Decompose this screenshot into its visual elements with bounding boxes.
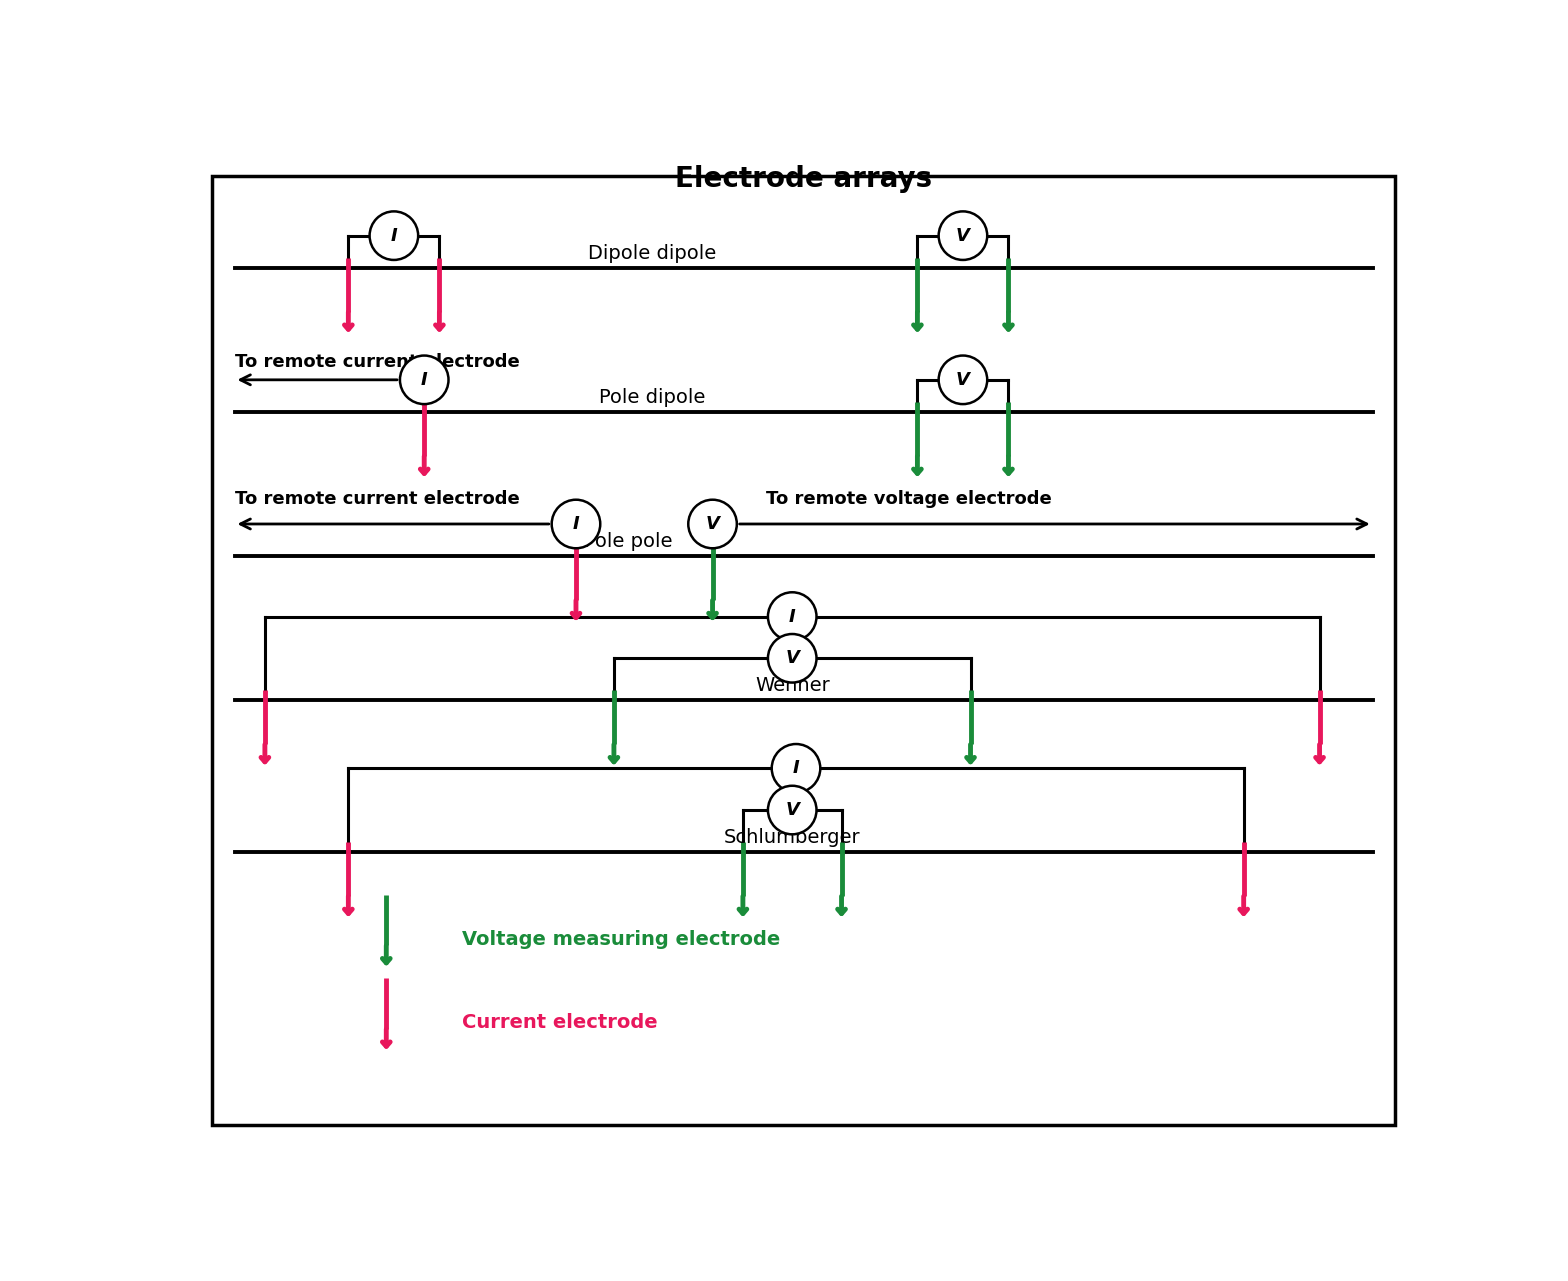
Text: Current electrode: Current electrode bbox=[463, 1013, 659, 1032]
Text: Pole pole: Pole pole bbox=[583, 533, 673, 551]
Text: V: V bbox=[786, 649, 800, 667]
Text: I: I bbox=[793, 760, 800, 778]
Circle shape bbox=[370, 211, 419, 260]
Text: Voltage measuring electrode: Voltage measuring electrode bbox=[463, 930, 781, 948]
Text: V: V bbox=[956, 227, 971, 245]
Text: Electrode arrays: Electrode arrays bbox=[676, 165, 931, 193]
Circle shape bbox=[768, 785, 817, 834]
Text: V: V bbox=[956, 370, 971, 389]
Text: Dipole dipole: Dipole dipole bbox=[588, 243, 717, 263]
Text: To remote current electrode: To remote current electrode bbox=[235, 354, 519, 371]
Text: I: I bbox=[420, 370, 428, 389]
Text: Wenner: Wenner bbox=[754, 676, 829, 696]
Text: I: I bbox=[572, 515, 579, 533]
Text: To remote current electrode: To remote current electrode bbox=[235, 489, 519, 509]
Text: V: V bbox=[706, 515, 720, 533]
Circle shape bbox=[768, 592, 817, 640]
Text: Pole dipole: Pole dipole bbox=[599, 388, 706, 407]
Text: I: I bbox=[390, 227, 397, 245]
Text: V: V bbox=[786, 801, 800, 819]
Circle shape bbox=[768, 634, 817, 683]
Circle shape bbox=[688, 500, 737, 548]
Circle shape bbox=[552, 500, 601, 548]
FancyBboxPatch shape bbox=[212, 177, 1396, 1125]
Circle shape bbox=[939, 211, 988, 260]
Circle shape bbox=[939, 356, 988, 404]
Text: Schlumberger: Schlumberger bbox=[724, 829, 861, 847]
Text: To remote voltage electrode: To remote voltage electrode bbox=[765, 489, 1052, 509]
Circle shape bbox=[771, 744, 820, 793]
Circle shape bbox=[400, 356, 448, 404]
Text: I: I bbox=[789, 607, 795, 625]
